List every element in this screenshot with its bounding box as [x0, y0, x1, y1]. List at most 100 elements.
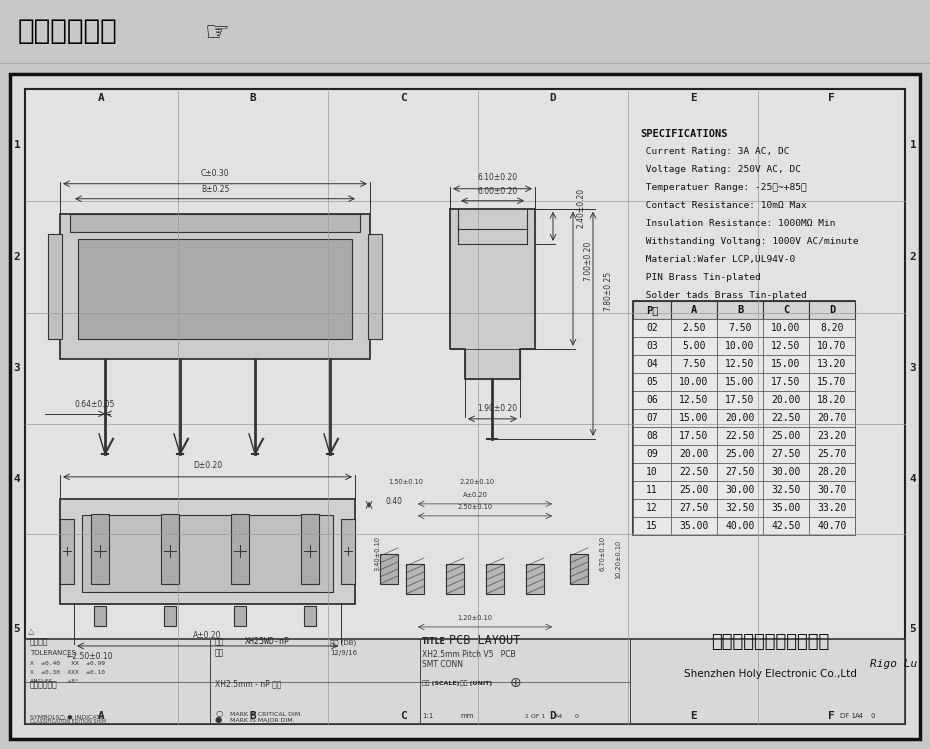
Text: 20.70: 20.70	[817, 413, 846, 423]
Text: F: F	[828, 93, 835, 103]
Bar	[671, 373, 717, 391]
Text: 6.00±0.20: 6.00±0.20	[477, 187, 518, 195]
Text: 25.00: 25.00	[771, 431, 801, 441]
Text: 05: 05	[646, 377, 658, 386]
Bar	[633, 409, 671, 427]
Text: ○: ○	[215, 709, 222, 718]
Text: A±0.20: A±0.20	[462, 492, 487, 498]
Text: 6.70±0.10: 6.70±0.10	[599, 536, 605, 571]
Text: 6.10±0.20: 6.10±0.20	[477, 173, 518, 182]
Text: 3: 3	[14, 363, 20, 373]
Bar	[671, 355, 717, 373]
Bar	[633, 427, 671, 445]
Text: Withstanding Voltang: 1000V AC/minute: Withstanding Voltang: 1000V AC/minute	[640, 237, 858, 246]
Text: A±0.20: A±0.20	[193, 631, 221, 640]
Bar	[671, 409, 717, 427]
Text: 4: 4	[910, 474, 916, 484]
Text: TITLE: TITLE	[422, 637, 445, 646]
Text: 25.70: 25.70	[817, 449, 846, 459]
Text: 33.20: 33.20	[817, 503, 846, 513]
Text: 20.00: 20.00	[771, 395, 801, 404]
Bar	[446, 564, 464, 594]
Text: 2.40±0.20: 2.40±0.20	[577, 187, 586, 228]
Text: SMT CONN: SMT CONN	[422, 660, 463, 669]
Bar	[717, 427, 763, 445]
Text: ANGLES    ±8°: ANGLES ±8°	[30, 679, 79, 684]
Bar	[717, 391, 763, 409]
Bar	[763, 391, 809, 409]
Bar	[70, 213, 360, 231]
Bar	[809, 319, 855, 337]
Text: 7.50: 7.50	[683, 359, 706, 369]
Text: 10.20±0.10: 10.20±0.10	[615, 539, 621, 578]
Text: 4: 4	[14, 474, 20, 484]
Text: 7.80±0.25: 7.80±0.25	[604, 270, 613, 311]
Text: 30.00: 30.00	[771, 467, 801, 477]
Text: 1: 1	[14, 140, 20, 150]
Text: 比例 (SCALE): 比例 (SCALE)	[422, 680, 459, 686]
Bar	[368, 234, 382, 339]
Text: 04: 04	[646, 359, 658, 369]
Bar	[717, 373, 763, 391]
Text: 12.50: 12.50	[679, 395, 709, 404]
Text: 11: 11	[646, 485, 658, 495]
Text: 工程: 工程	[215, 637, 224, 646]
Text: 2: 2	[14, 252, 20, 261]
Text: 0.64±0.05: 0.64±0.05	[74, 400, 115, 409]
Bar	[763, 355, 809, 373]
Text: 15.00: 15.00	[771, 359, 801, 369]
Text: ☞: ☞	[205, 19, 230, 47]
Bar	[809, 445, 855, 463]
Bar	[633, 301, 855, 535]
Text: E: E	[690, 93, 697, 103]
Bar	[406, 564, 424, 594]
Text: Current Rating: 3A AC, DC: Current Rating: 3A AC, DC	[640, 147, 790, 156]
Text: 图号: 图号	[215, 648, 224, 657]
Bar	[717, 517, 763, 535]
Bar	[94, 606, 106, 626]
Text: 5: 5	[14, 624, 20, 634]
Bar	[161, 514, 179, 584]
Text: Contact Resistance: 10mΩ Max: Contact Resistance: 10mΩ Max	[640, 201, 806, 210]
Text: E: E	[690, 711, 697, 721]
Text: 17.50: 17.50	[771, 377, 801, 386]
Text: 1: 1	[910, 140, 916, 150]
Text: F: F	[828, 711, 835, 721]
Bar	[633, 499, 671, 517]
Text: 35.00: 35.00	[771, 503, 801, 513]
Text: C±0.30: C±0.30	[201, 169, 230, 178]
Text: DF 1: DF 1	[840, 713, 856, 719]
Bar	[380, 554, 398, 584]
Text: 30.00: 30.00	[725, 485, 754, 495]
Text: 17.50: 17.50	[679, 431, 709, 441]
Bar	[763, 427, 809, 445]
Text: XH25WD-nP: XH25WD-nP	[245, 637, 290, 646]
Text: 2: 2	[910, 252, 916, 261]
Bar	[809, 409, 855, 427]
Text: 08: 08	[646, 431, 658, 441]
Bar	[717, 463, 763, 481]
Bar	[671, 391, 717, 409]
Text: Rigo Lu: Rigo Lu	[870, 659, 917, 669]
Bar	[671, 445, 717, 463]
Bar	[763, 517, 809, 535]
Text: 18.20: 18.20	[817, 395, 846, 404]
Text: 10.70: 10.70	[817, 341, 846, 351]
Bar	[763, 445, 809, 463]
Text: ⊕: ⊕	[510, 676, 522, 690]
Bar	[633, 373, 671, 391]
Text: 2.50: 2.50	[683, 323, 706, 333]
Text: mm: mm	[460, 713, 473, 719]
Text: 15.00: 15.00	[679, 413, 709, 423]
Text: 1 OF 1: 1 OF 1	[525, 714, 545, 719]
Text: A4: A4	[555, 714, 564, 719]
Text: 5.00: 5.00	[683, 341, 706, 351]
Text: A: A	[99, 711, 105, 721]
Bar	[809, 337, 855, 355]
Bar	[633, 445, 671, 463]
Bar	[763, 463, 809, 481]
Bar	[763, 337, 809, 355]
Text: 1:1: 1:1	[422, 713, 433, 719]
Bar	[763, 373, 809, 391]
Text: D±0.20: D±0.20	[193, 461, 222, 470]
